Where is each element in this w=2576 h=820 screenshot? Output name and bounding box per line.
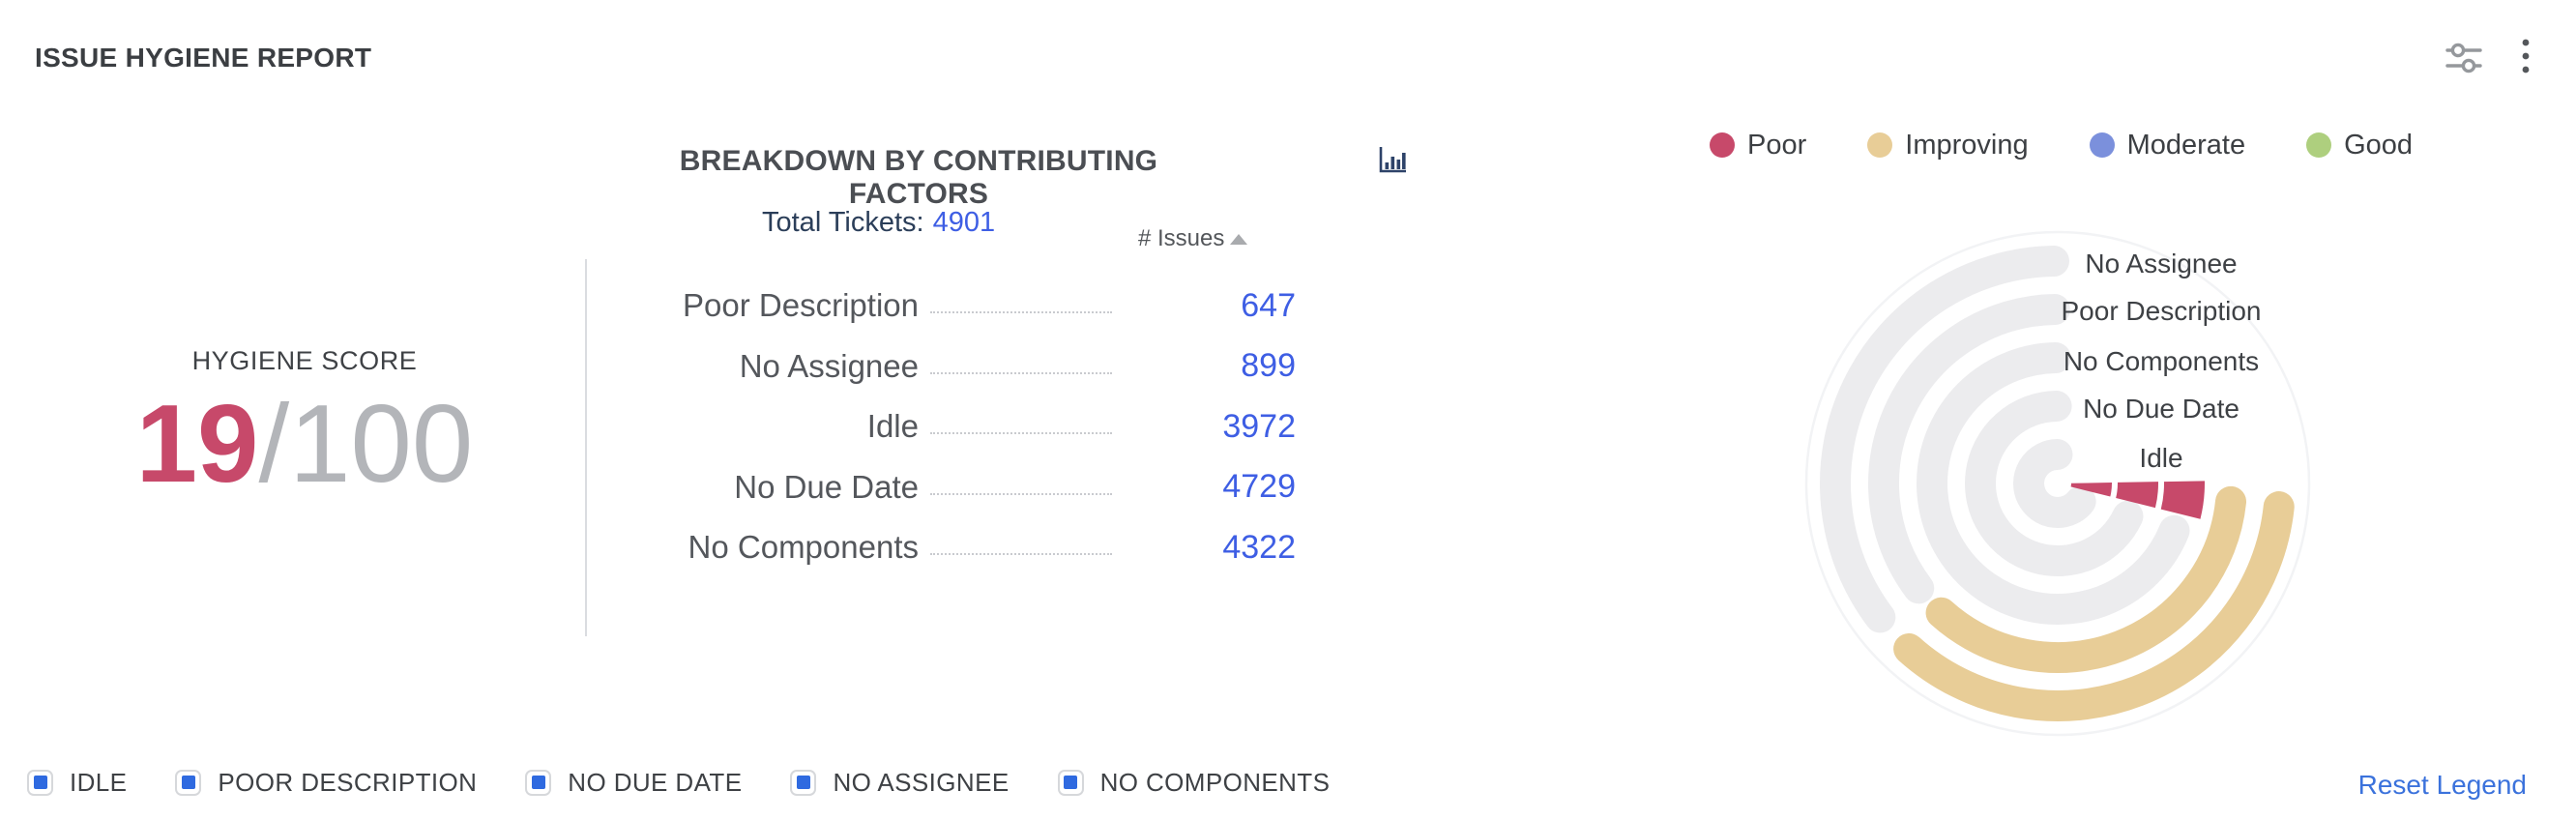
ring-poor-segment bbox=[2116, 482, 2158, 509]
score-current: 19 bbox=[135, 383, 259, 506]
factor-issue-count[interactable]: 4322 bbox=[1222, 528, 1296, 566]
ring-improving-arc bbox=[1893, 491, 2295, 721]
breakdown-title: BREAKDOWN BY CONTRIBUTING FACTORS bbox=[679, 145, 1158, 210]
factor-issue-count[interactable]: 899 bbox=[1241, 347, 1296, 385]
table-row: No Due Date 4729 bbox=[629, 457, 1296, 518]
ring-track bbox=[1965, 391, 2144, 576]
ring-track bbox=[1917, 342, 2190, 625]
ring-poor-segment bbox=[2070, 483, 2112, 497]
ring-track bbox=[1820, 246, 2069, 633]
total-tickets-value[interactable]: 4901 bbox=[932, 207, 996, 238]
legend-dot-icon bbox=[2089, 132, 2115, 158]
score-max: /100 bbox=[258, 383, 474, 506]
legend-toggle-label: POOR DESCRIPTION bbox=[218, 767, 478, 797]
status-legend-item-poor: Poor bbox=[1710, 130, 1806, 161]
ring-label: Idle bbox=[2139, 443, 2183, 473]
factor-label: Idle bbox=[866, 408, 919, 445]
dotted-leader bbox=[930, 370, 1112, 374]
status-legend-item-moderate: Moderate bbox=[2089, 129, 2246, 161]
legend-toggle-no-components[interactable]: NO COMPONENTS bbox=[1057, 767, 1331, 798]
sort-asc-icon[interactable] bbox=[1230, 234, 1247, 245]
ring-label: Poor Description bbox=[2061, 296, 2262, 326]
ring-label: No Components bbox=[2063, 346, 2260, 376]
table-row: No Assignee 899 bbox=[629, 337, 1296, 397]
table-row: Poor Description 647 bbox=[629, 276, 1296, 337]
vertical-divider bbox=[585, 259, 587, 636]
checkbox-fill bbox=[1064, 776, 1078, 789]
ring-track bbox=[1868, 294, 2070, 604]
total-tickets-label: Total Tickets: bbox=[762, 207, 924, 238]
table-row: No Components 4322 bbox=[629, 517, 1296, 578]
radial-rings-svg bbox=[1804, 230, 2311, 737]
status-legend: Poor Improving Moderate Good bbox=[1710, 129, 2413, 161]
hygiene-score-value: 19/100 bbox=[62, 390, 547, 500]
legend-toggle-label: NO COMPONENTS bbox=[1099, 767, 1331, 797]
ring-improving-arc bbox=[1925, 485, 2247, 673]
breakdown-table: Poor Description 647 No Assignee 899 Idle 397… bbox=[629, 276, 1296, 578]
factor-label: No Due Date bbox=[734, 468, 919, 505]
factor-issue-count[interactable]: 647 bbox=[1241, 286, 1296, 324]
legend-toggle-idle[interactable]: IDLE bbox=[27, 768, 127, 798]
legend-label: Poor bbox=[1747, 129, 1807, 161]
legend-dot-icon bbox=[2306, 132, 2332, 158]
ring-track bbox=[2013, 439, 2096, 528]
legend-label: Good bbox=[2344, 129, 2414, 161]
dotted-leader bbox=[930, 430, 1112, 435]
dotted-leader bbox=[930, 309, 1112, 314]
checkbox-fill bbox=[181, 776, 195, 789]
legend-toggle-label: NO DUE DATE bbox=[568, 767, 743, 797]
halo-ring bbox=[1804, 230, 2311, 737]
series-legend: IDLE POOR DESCRIPTION NO DUE DATE NO ASSIGN… bbox=[27, 768, 1330, 797]
factor-issue-count[interactable]: 3972 bbox=[1222, 407, 1296, 445]
radial-rings-chart bbox=[1779, 213, 2340, 774]
page-title: ISSUE HYGIENE REPORT bbox=[35, 43, 372, 73]
factor-label: Poor Description bbox=[683, 287, 919, 324]
table-row: Idle 3972 bbox=[629, 396, 1296, 457]
ring-label: No Due Date bbox=[2083, 394, 2239, 424]
ring-poor-segment bbox=[2160, 481, 2205, 519]
legend-toggle-poor-description[interactable]: POOR DESCRIPTION bbox=[175, 768, 477, 798]
reset-legend-link[interactable]: Reset Legend bbox=[2357, 770, 2527, 800]
kebab-menu-icon[interactable] bbox=[2520, 37, 2532, 77]
legend-label: Moderate bbox=[2126, 129, 2246, 161]
checkbox-icon[interactable] bbox=[1057, 769, 1084, 796]
checkbox-icon[interactable] bbox=[525, 769, 552, 796]
bar-chart-icon[interactable] bbox=[1375, 143, 1410, 178]
factor-label: No Components bbox=[688, 529, 919, 566]
legend-dot-icon bbox=[1867, 132, 1893, 158]
checkbox-icon[interactable] bbox=[175, 769, 202, 796]
total-tickets: Total Tickets: 4901 bbox=[762, 207, 995, 239]
filter-sliders-icon[interactable] bbox=[2444, 38, 2483, 76]
factor-issue-count[interactable]: 4729 bbox=[1222, 468, 1296, 506]
checkbox-fill bbox=[33, 776, 47, 789]
checkbox-fill bbox=[796, 776, 810, 789]
status-legend-item-improving: Improving bbox=[1867, 129, 2029, 161]
legend-dot-icon bbox=[1710, 132, 1735, 158]
legend-toggle-no-assignee[interactable]: NO ASSIGNEE bbox=[790, 768, 1009, 798]
checkbox-icon[interactable] bbox=[27, 769, 53, 796]
status-legend-item-good: Good bbox=[2306, 130, 2413, 161]
hygiene-score-label: HYGIENE SCORE bbox=[191, 346, 418, 375]
widget-toolbar bbox=[2444, 37, 2532, 77]
factor-label: No Assignee bbox=[739, 347, 919, 384]
legend-toggle-label: NO ASSIGNEE bbox=[833, 767, 1010, 797]
checkbox-fill bbox=[531, 776, 545, 789]
legend-label: Improving bbox=[1905, 129, 2029, 161]
checkbox-icon[interactable] bbox=[790, 769, 817, 796]
dotted-leader bbox=[930, 491, 1112, 495]
legend-toggle-label: IDLE bbox=[70, 767, 128, 797]
legend-toggle-no-due-date[interactable]: NO DUE DATE bbox=[525, 768, 742, 798]
issues-column-header[interactable]: # Issues bbox=[1138, 225, 1225, 251]
hygiene-score-block: HYGIENE SCORE 19/100 bbox=[62, 346, 547, 500]
dotted-leader bbox=[930, 551, 1112, 556]
ring-label: No Assignee bbox=[2085, 249, 2238, 278]
